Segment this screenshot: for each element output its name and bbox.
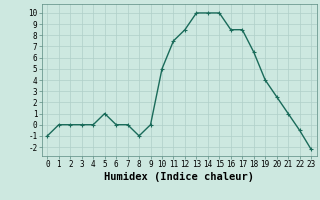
X-axis label: Humidex (Indice chaleur): Humidex (Indice chaleur) [104,172,254,182]
